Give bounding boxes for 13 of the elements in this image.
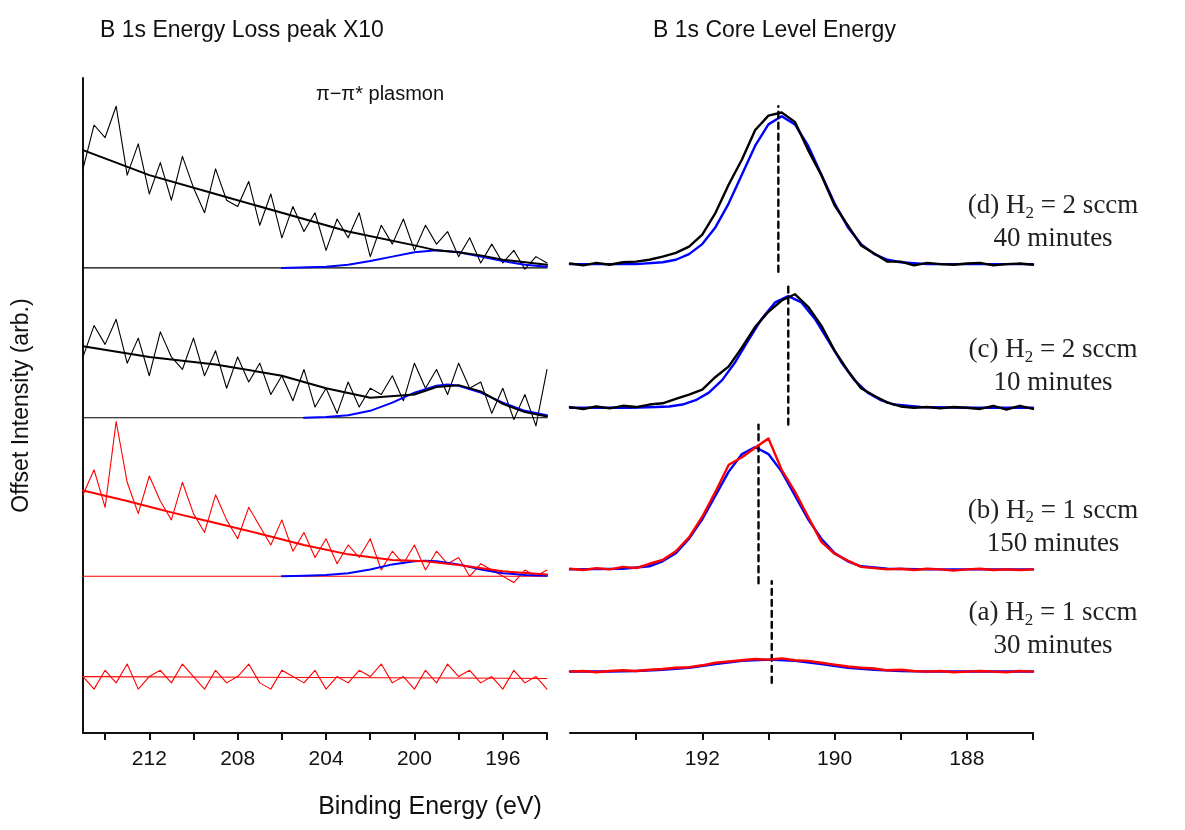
text: π−π* plasmon (315, 82, 445, 104)
chart-title: B 1s Core Level Energy (653, 15, 897, 42)
x-tick-label: 190 (817, 746, 853, 769)
x-tick-label: 188 (949, 746, 985, 769)
x-tick-label: 204 (308, 746, 344, 769)
x-tick-label: 212 (131, 746, 167, 769)
y-axis-title: Offset Intensity (arb.) (6, 298, 33, 513)
x-tick-label: 200 (396, 746, 432, 769)
x-tick-label: 192 (684, 746, 720, 769)
x-tick-label: 208 (220, 746, 256, 769)
x-tick-label: 196 (485, 746, 521, 769)
x-axis-title: Binding Energy (eV) (318, 791, 542, 819)
chart-title: B 1s Energy Loss peak X10 (100, 15, 384, 42)
